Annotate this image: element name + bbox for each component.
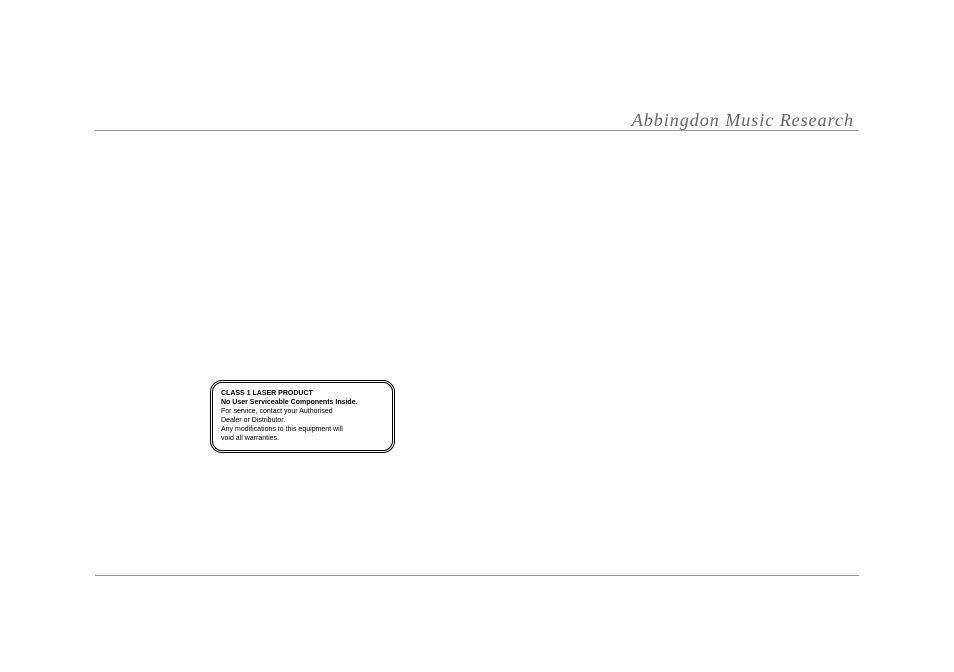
bottom-divider — [95, 575, 859, 576]
warning-label-title: CLASS 1 LASER PRODUCT — [221, 389, 384, 398]
warning-label-line3: Any modifications to this equipment will — [221, 425, 384, 434]
warning-label-line2: Dealer or Distributor. — [221, 416, 384, 425]
warning-label-subtitle: No User Serviceable Components Inside. — [221, 398, 384, 407]
warning-label-line4: void all warranties. — [221, 434, 384, 443]
top-divider — [95, 130, 859, 131]
header-brand: Abbingdon Music Research — [632, 110, 854, 131]
page-container: Abbingdon Music Research CLASS 1 LASER P… — [0, 0, 954, 672]
warning-label: CLASS 1 LASER PRODUCT No User Serviceabl… — [210, 380, 395, 453]
warning-label-line1: For service, contact your Authorised — [221, 407, 384, 416]
